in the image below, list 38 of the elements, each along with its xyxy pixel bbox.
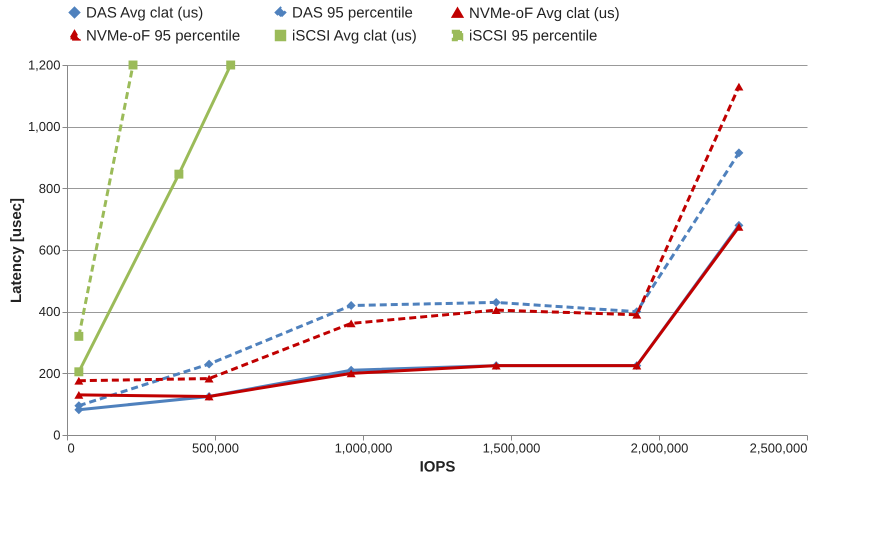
point <box>74 391 84 399</box>
point <box>128 60 138 70</box>
point <box>734 82 744 90</box>
x-tick-label: 2,000,000 <box>630 440 688 456</box>
legend-label: iSCSI 95 percentile <box>469 28 598 44</box>
legend-label: NVMe-oF 95 percentile <box>86 28 240 44</box>
y-tick-label: 600 <box>38 242 60 258</box>
point <box>74 367 84 376</box>
point <box>492 306 501 314</box>
y-tick-label: 200 <box>38 366 60 381</box>
point <box>74 376 84 385</box>
point <box>174 170 184 179</box>
x-tick-label: 500,000 <box>192 440 239 456</box>
x-tick-label: 0 <box>68 440 75 456</box>
y-axis-title: Latency [usec] <box>8 198 25 304</box>
x-tick-label: 2,500,000 <box>750 440 808 456</box>
legend-label: NVMe-oF Avg clat (us) <box>469 4 620 22</box>
point <box>346 320 356 328</box>
point <box>74 332 84 341</box>
point <box>734 223 744 231</box>
x-axis-title: IOPS <box>420 458 456 476</box>
point <box>632 310 642 319</box>
x-tick-label: 1,000,000 <box>334 440 392 456</box>
point <box>204 360 214 369</box>
point <box>346 369 356 378</box>
y-tick-label: 800 <box>38 180 60 196</box>
x-tick-label: 1,500,000 <box>482 440 540 456</box>
y-tick-label: 400 <box>38 304 60 320</box>
y-tick-label: 1,000 <box>28 119 60 134</box>
point <box>204 374 214 382</box>
y-tick-label: 1,200 <box>28 58 60 72</box>
point <box>346 301 356 310</box>
legend-label: DAS 95 percentile <box>292 4 413 22</box>
point <box>734 148 744 158</box>
legend-label: iSCSI Avg clat (us) <box>292 28 417 44</box>
y-tick-label: 0 <box>53 428 60 442</box>
legend-label: DAS Avg clat (us) <box>86 4 204 22</box>
point <box>226 60 236 70</box>
